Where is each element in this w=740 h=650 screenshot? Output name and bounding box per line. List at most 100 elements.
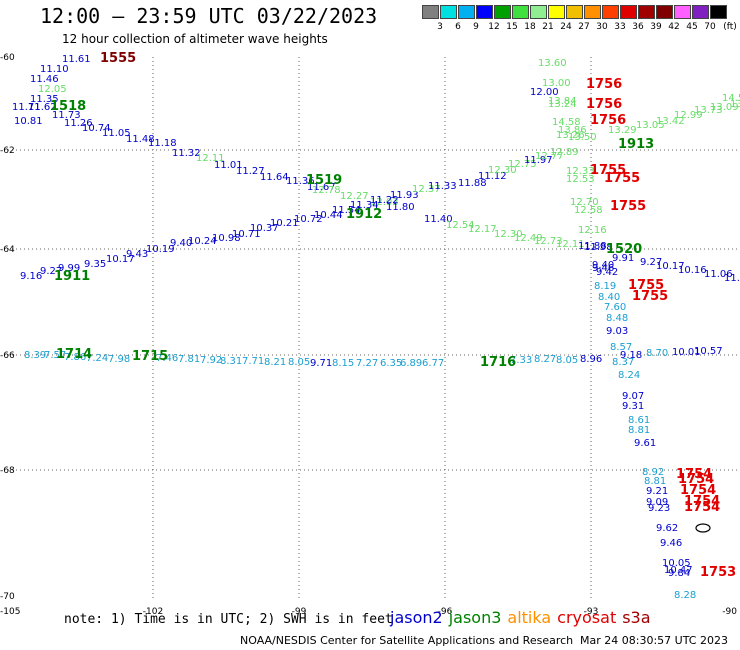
scale-label: 70 [704,22,716,32]
wave-height-label: 11.98 [584,242,613,253]
wave-height-label: 11.06 [704,269,733,280]
scale-swatch [602,5,619,19]
wave-height-label: 10.72 [294,214,323,225]
wave-height-label: 12.16 [578,225,607,236]
wave-height-label: 8.05 [288,357,310,368]
wave-height-label: 9.46 [660,538,682,549]
pass-time-label: 1755 [632,289,668,304]
wave-height-label: 11.88 [458,178,487,189]
scale-label: 27 [578,22,590,32]
wave-height-label: 12.77 [535,151,564,162]
wave-height-label: 10.98 [212,233,241,244]
wave-height-label: 9.84 [668,568,690,579]
wave-height-label: 12.11 [556,239,585,250]
wave-height-label: 9.46 [592,263,614,274]
wave-height-label: 11.40 [424,214,453,225]
wave-height-label: 10.71 [232,229,261,240]
latitude-tick-label: -70 [0,592,15,602]
wave-height-label: 8.70 [646,348,668,359]
wave-height-label: 8.96 [580,354,602,365]
scale-swatch [710,5,727,19]
scale-label: 3 [437,22,443,32]
axis-ticks: -105 -102 -99 -96 -93 -90 -60 -62 -64 -66 -68 -70 [0,53,737,617]
pass-time-label: 1754 [684,494,720,509]
wave-height-label: 13.73 [694,105,723,116]
pass-time-label: 1714 [56,347,92,362]
pass-time-label: 1911 [54,269,90,284]
wave-height-label: 11.12 [478,171,507,182]
scale-swatch [512,5,529,19]
timestamp: Mar 24 08:30:57 UTC 2023 [580,634,728,647]
scale-swatch [530,5,547,19]
wave-height-label: 10.57 [694,346,723,357]
wave-height-label: 10.37 [250,223,279,234]
scale-swatch [548,5,565,19]
wave-height-label: 12.05 [38,84,67,95]
wave-height-label: 8.81 [628,425,650,436]
wave-height-label: 9.35 [84,259,106,270]
track-1754: 9.079.318.618.819.618.928.819.219.099.23… [622,391,712,601]
scale-swatch [620,5,637,19]
wave-height-label: 13.26 [556,130,585,141]
credit-line: NOAA/NESDIS Center for Satellite Applica… [240,634,574,647]
wave-height-label: 12.49 [514,233,543,244]
wave-height-label: 13.42 [656,116,685,127]
scale-unit: (ft) [723,22,737,32]
wave-height-label: 7.33 [510,355,532,366]
map-title: 12:00 — 23:59 UTC 03/22/2023 [40,4,378,28]
wave-height-label: 12.70 [570,197,599,208]
scale-label: 18 [524,22,536,32]
scale-swatch [422,5,439,19]
map-subtitle: 12 hour collection of altimeter wave hei… [62,32,328,46]
island-outline [695,523,711,533]
wave-height-label: 11.26 [64,118,93,129]
wave-height-label: 12.75 [508,159,537,170]
wave-height-label: 10.81 [14,116,43,127]
wave-height-label: 12.54 [446,220,475,231]
scale-swatch [458,5,475,19]
wave-height-label: 7.46 [156,353,178,364]
wave-height-label: 12.78 [312,185,341,196]
wave-height-label: 9.27 [40,266,62,277]
wave-height-label: 8.40 [598,292,620,303]
wave-height-label: 12.30 [488,165,517,176]
map-grid [8,57,737,600]
wave-height-label: 8.05 [556,355,578,366]
wave-height-label: 9.23 [648,503,670,514]
wave-height-label: 11.46 [30,74,59,85]
wave-height-label: 12.30 [494,229,523,240]
scale-label: 30 [596,22,608,32]
scale-label: 36 [632,22,644,32]
wave-height-label: 9.91 [612,253,634,264]
wave-height-label: 8.92 [642,467,664,478]
wave-height-label: 12.89 [550,147,579,158]
satellite-legend-jason3: jason3 [448,608,502,627]
scale-label: 6 [455,22,461,32]
wave-height-label: 12.99 [674,110,703,121]
pass-time-label: 1913 [618,137,654,152]
wave-height-label: 11.8 [724,273,740,284]
wave-height-label: 11.73 [52,110,81,121]
latitude-tick-label: -62 [0,146,15,156]
wave-height-label: 13.05 [636,120,665,131]
scale-swatch [494,5,511,19]
wave-height-label: 11.71 [12,102,41,113]
wave-height-label: 11.32 [172,148,201,159]
wave-height-label: 9.16 [20,271,42,282]
pass-time-label: 1755 [610,199,646,214]
longitude-tick-label: -96 [438,607,453,617]
wave-height-label: 10.17 [106,254,135,265]
wave-height-label: 12.03 [370,197,399,208]
longitude-tick-label: -90 [722,607,737,617]
scale-swatch [566,5,583,19]
wave-height-label: 11.97 [524,155,553,166]
wave-height-label: 9.09 [646,497,668,508]
wave-height-label: 12.37 [412,184,441,195]
wave-height-label: 8.81 [644,476,666,487]
wave-height-label: 9.07 [622,391,644,402]
satellite-legend-s3a: s3a [622,608,651,627]
wave-height-label: 10.01 [672,347,701,358]
